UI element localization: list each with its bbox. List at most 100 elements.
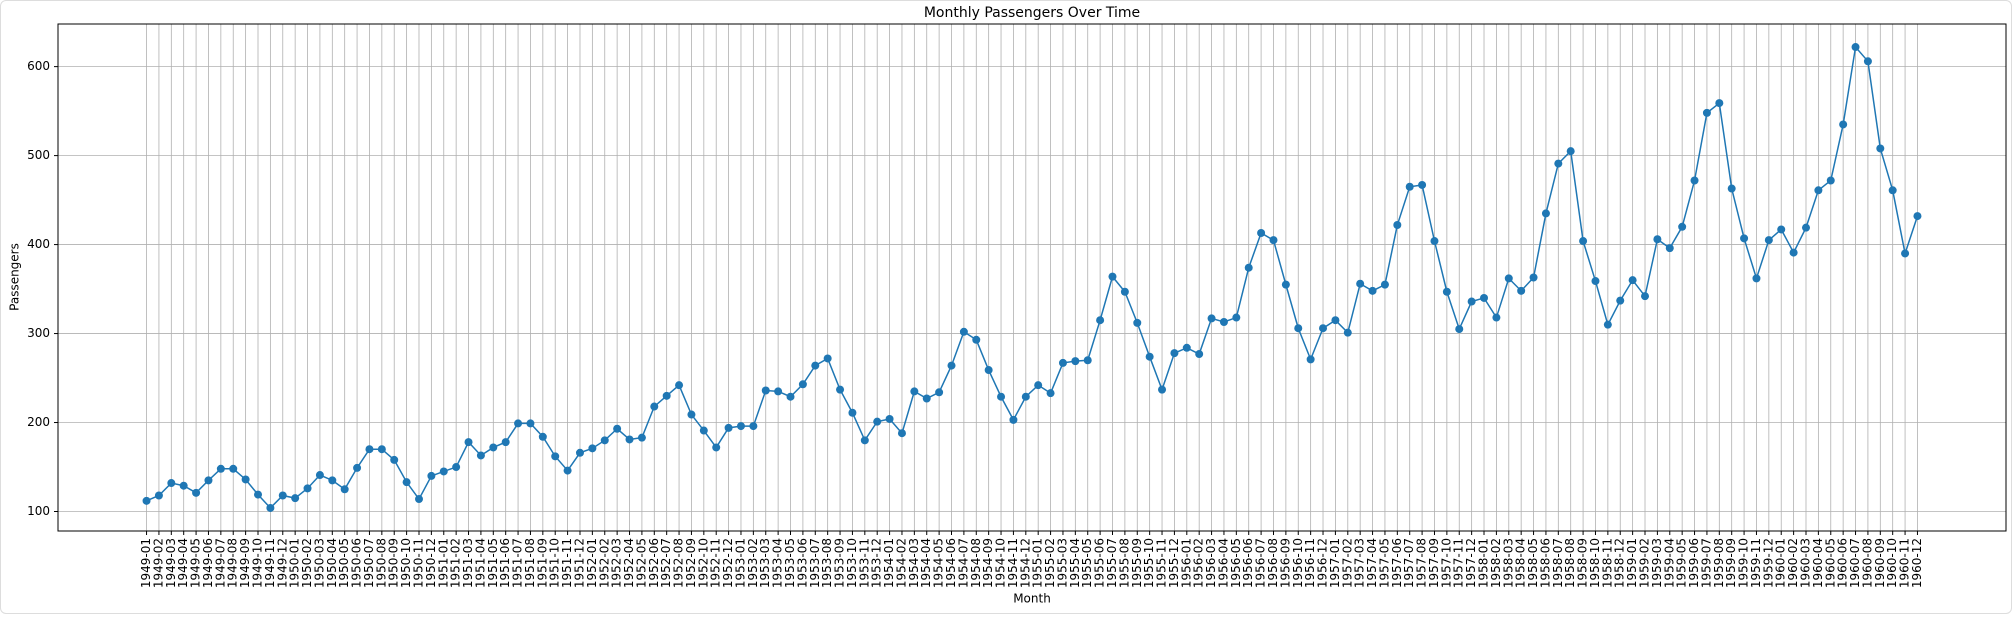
x-tick-label: 1957-12	[1464, 538, 1478, 588]
x-tick-label: 1950-01	[288, 538, 302, 588]
point	[1244, 263, 1253, 272]
point	[1009, 415, 1018, 424]
x-tick-label: 1953-06	[795, 538, 809, 588]
x-tick-label: 1954-02	[894, 538, 908, 588]
point	[291, 494, 300, 503]
x-tick-label: 1958-08	[1563, 538, 1577, 588]
point	[1727, 184, 1736, 193]
x-tick-label: 1949-05	[189, 538, 203, 588]
point	[1876, 144, 1885, 153]
y-tick-label: 200	[27, 415, 50, 429]
x-tick-label: 1956-04	[1216, 538, 1230, 588]
x-tick-label: 1952-08	[672, 538, 686, 588]
point	[1715, 99, 1724, 108]
point	[1826, 176, 1835, 185]
point	[179, 481, 188, 490]
x-tick-label: 1960-04	[1811, 538, 1825, 588]
x-tick-label: 1953-05	[783, 538, 797, 588]
x-tick-label: 1956-10	[1291, 538, 1305, 588]
point	[1232, 313, 1241, 322]
point	[897, 429, 906, 438]
x-tick-label: 1954-08	[969, 538, 983, 588]
point	[315, 471, 324, 480]
point	[377, 445, 386, 454]
point	[489, 443, 498, 452]
point	[984, 366, 993, 375]
point	[860, 436, 869, 445]
point	[476, 451, 485, 460]
x-tick-label: 1952-11	[709, 538, 723, 588]
x-tick-label: 1958-04	[1514, 538, 1528, 588]
x-tick-label: 1952-10	[696, 538, 710, 588]
point	[1777, 225, 1786, 234]
x-tick-label: 1949-07	[213, 538, 227, 588]
x-tick-label: 1956-01	[1179, 538, 1193, 588]
point	[464, 438, 473, 447]
point	[1740, 234, 1749, 243]
x-tick-label: 1956-08	[1266, 538, 1280, 588]
x-tick-label: 1950-07	[362, 538, 376, 588]
point	[1554, 159, 1563, 168]
x-tick-label: 1951-05	[486, 538, 500, 588]
point	[774, 387, 783, 396]
point	[1269, 236, 1278, 245]
x-tick-label: 1955-05	[1080, 538, 1094, 588]
x-tick-label: 1953-09	[833, 538, 847, 588]
point	[1319, 324, 1328, 333]
point	[885, 414, 894, 423]
x-tick-label: 1956-11	[1303, 538, 1317, 588]
point	[749, 422, 758, 431]
point	[1541, 209, 1550, 218]
point	[1913, 212, 1922, 221]
point	[1863, 57, 1872, 66]
point	[1442, 287, 1451, 296]
x-tick-label: 1953-02	[746, 538, 760, 588]
x-tick-label: 1955-03	[1055, 538, 1069, 588]
point	[1207, 314, 1216, 323]
x-tick-label: 1958-03	[1501, 538, 1515, 588]
x-tick-label: 1960-07	[1848, 538, 1862, 588]
x-tick-label: 1957-09	[1427, 538, 1441, 588]
x-tick-label: 1953-12	[870, 538, 884, 588]
x-tick-label: 1959-05	[1675, 538, 1689, 588]
point	[1504, 274, 1513, 283]
point	[1752, 274, 1761, 283]
point	[1480, 293, 1489, 302]
point	[563, 466, 572, 475]
x-tick-label: 1955-12	[1167, 538, 1181, 588]
point	[452, 463, 461, 472]
x-tick-label: 1956-02	[1192, 538, 1206, 588]
x-tick-label: 1960-05	[1823, 538, 1837, 588]
point	[526, 419, 535, 428]
point	[1046, 389, 1055, 398]
point	[910, 387, 919, 396]
x-tick-label: 1953-01	[733, 538, 747, 588]
x-tick-label: 1957-10	[1439, 538, 1453, 588]
point	[1368, 286, 1377, 295]
x-tick-label: 1955-10	[1142, 538, 1156, 588]
point	[439, 467, 448, 476]
point	[254, 490, 263, 499]
x-tick-label: 1957-05	[1377, 538, 1391, 588]
x-tick-label: 1955-06	[1093, 538, 1107, 588]
y-axis-label: Passengers	[8, 243, 22, 311]
x-tick-label: 1960-06	[1836, 538, 1850, 588]
x-tick-label: 1954-11	[1006, 538, 1020, 588]
x-tick-label: 1950-03	[312, 538, 326, 588]
x-tick-label: 1952-03	[610, 538, 624, 588]
point	[1789, 248, 1798, 257]
point	[811, 361, 820, 370]
x-tick-label: 1949-10	[251, 538, 265, 588]
x-tick-label: 1955-01	[1031, 538, 1045, 588]
x-tick-label: 1957-02	[1340, 538, 1354, 588]
point	[1418, 180, 1427, 189]
point	[724, 423, 733, 432]
x-tick-label: 1955-07	[1105, 538, 1119, 588]
point	[353, 463, 362, 472]
x-tick-label: 1952-07	[659, 538, 673, 588]
point	[997, 392, 1006, 401]
x-tick-label: 1954-07	[956, 538, 970, 588]
point	[278, 491, 287, 500]
x-tick-label: 1954-01	[882, 538, 896, 588]
x-tick-label: 1951-01	[436, 538, 450, 588]
